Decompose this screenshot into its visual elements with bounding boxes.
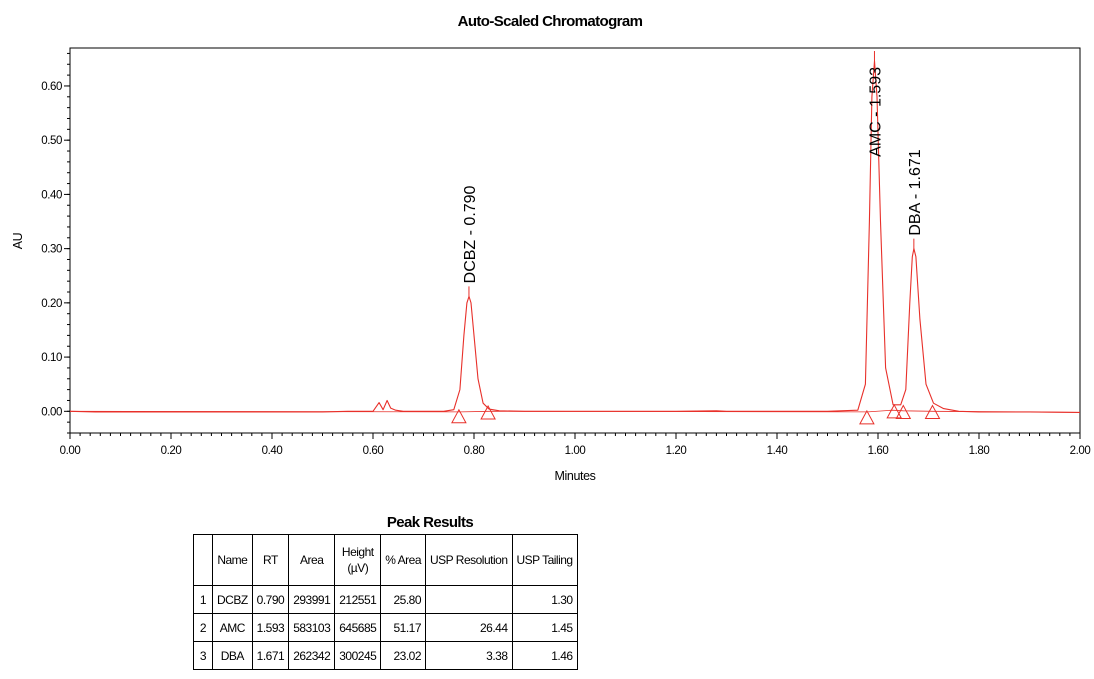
chromatogram-chart: Auto-Scaled Chromatogram 0.00 0.10 0.20 0.3… — [11, 13, 1091, 483]
peak-table-cell: DCBZ — [212, 585, 253, 614]
x-tick-label: 0.20 — [161, 445, 182, 457]
y-tick-label: 0.60 — [41, 81, 62, 93]
x-axis-label: Minutes — [555, 469, 596, 483]
peak-table-body: 1 DCBZ 0.790 293991 212551 25.80 1.30 2 AMC 1.593… — [193, 585, 578, 670]
peak-table-header-cell: USP Tailing — [511, 534, 578, 586]
peak-table-cell: 1.30 — [511, 585, 578, 614]
peak-table-cell: 1.593 — [251, 613, 290, 642]
peak-boundary-marker — [895, 404, 912, 419]
peak-table-cell: 645685 — [334, 613, 382, 642]
peak-table-cell: 0.790 — [251, 585, 290, 614]
x-tick-label: 1.40 — [767, 445, 788, 457]
peak-table-header-cell: Height (µV) — [334, 534, 382, 586]
x-tick-label: 1.20 — [666, 445, 687, 457]
peak-table-cell: 26.44 — [425, 613, 513, 642]
peak-table-cell: 1.45 — [511, 613, 578, 642]
peak-table-cell: 1 — [193, 585, 213, 614]
y-axis-ticks: 0.00 0.10 0.20 0.30 0.40 0.50 0.60 — [41, 81, 70, 418]
x-tick-label: 0.60 — [363, 445, 384, 457]
peak-boundary-marker — [480, 404, 496, 420]
chart-title: Auto-Scaled Chromatogram — [458, 13, 643, 30]
peak-table-cell: 212551 — [334, 585, 382, 614]
peak-table-header-cell: RT — [251, 534, 290, 586]
peak-table-cell: 262342 — [288, 641, 336, 670]
peak-label: DCBZ - 0.790 — [462, 185, 479, 283]
plot-area: DCBZ - 0.790 AMC - 1.593 DBA - 1.671 — [69, 51, 1081, 425]
peak-table-cell: DBA — [212, 641, 253, 670]
x-tick-label: 1.80 — [969, 445, 990, 457]
peak-boundary-marker — [451, 408, 467, 424]
peak-boundary-marker — [859, 409, 875, 425]
y-tick-label: 0.30 — [41, 244, 62, 256]
peak-results-table: Name RT Area Height (µV)% Area USP Resolution… — [193, 534, 578, 670]
peak-table-cell: AMC — [212, 613, 253, 642]
peak-results-title: Peak Results — [386, 514, 474, 531]
peak-table-cell: 2 — [193, 613, 213, 642]
peak-table-header-row: Name RT Area Height (µV)% Area USP Resolution… — [193, 534, 578, 586]
peak-boundary-marker — [886, 403, 903, 419]
peak-table-cell: 1.671 — [251, 641, 290, 670]
y-tick-label: 0.10 — [41, 352, 62, 364]
peak-boundary-marker — [924, 404, 941, 419]
peak-table-cell: 1.46 — [511, 641, 578, 670]
x-tick-label: 0.80 — [464, 445, 485, 457]
chromatogram-trace — [69, 60, 1081, 413]
x-axis-ticks: 0.00 0.20 0.40 0.60 0.80 1.00 1.20 1.40 1.60 1.80… — [60, 433, 1091, 457]
peak-table-cell — [425, 585, 513, 614]
x-tick-label: 0.00 — [60, 445, 81, 457]
peak-table-cell: 583103 — [288, 613, 336, 642]
y-axis-label: AU — [11, 232, 25, 249]
integration-baseline — [69, 409, 1081, 413]
peak-label: AMC - 1.593 — [867, 67, 884, 157]
plot-frame — [69, 47, 1081, 434]
y-tick-label: 0.00 — [41, 406, 62, 418]
peak-table-header-cell: % Area — [380, 534, 426, 586]
peak-table-header-cell: USP Resolution — [425, 534, 513, 586]
x-tick-label: 0.40 — [262, 445, 283, 457]
peak-table-header-cell: Area — [288, 534, 336, 586]
y-tick-label: 0.50 — [41, 135, 62, 147]
peak-table-header-cell — [193, 534, 213, 586]
peak-table-cell: 25.80 — [380, 585, 426, 614]
y-tick-label: 0.20 — [41, 298, 62, 310]
table-row: 1 DCBZ 0.790 293991 212551 25.80 1.30 — [193, 585, 578, 614]
table-row: 2 AMC 1.593 583103 645685 51.17 26.44 1.45 — [193, 613, 578, 642]
peak-table-cell: 3 — [193, 641, 213, 670]
y-tick-label: 0.40 — [41, 189, 62, 201]
x-tick-label: 1.60 — [868, 445, 889, 457]
minor-ticks — [67, 52, 1081, 436]
x-tick-label: 2.00 — [1070, 445, 1091, 457]
table-row: 3 DBA 1.671 262342 300245 23.02 3.38 1.46 — [193, 641, 578, 670]
x-tick-label: 1.00 — [565, 445, 586, 457]
peak-label: DBA - 1.671 — [907, 149, 924, 235]
peak-table-cell: 293991 — [288, 585, 336, 614]
peak-table-cell: 23.02 — [380, 641, 426, 670]
peak-table-header-cell: Name — [212, 534, 253, 586]
peak-table-cell: 3.38 — [425, 641, 513, 670]
peak-table-cell: 51.17 — [380, 613, 426, 642]
peak-table-cell: 300245 — [334, 641, 382, 670]
